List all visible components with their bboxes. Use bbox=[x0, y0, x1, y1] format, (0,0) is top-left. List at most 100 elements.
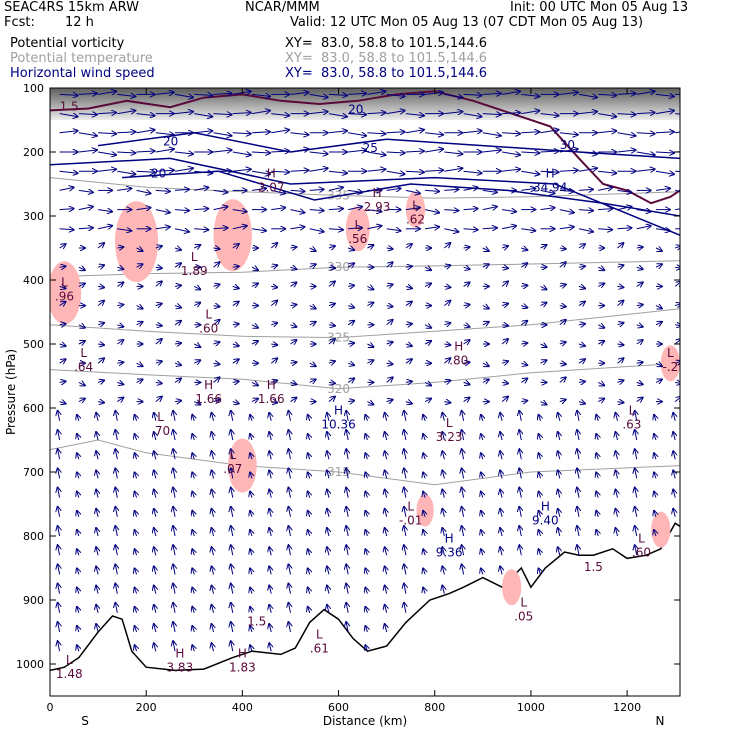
wind-vector bbox=[58, 545, 60, 556]
wind-vector bbox=[97, 358, 104, 363]
wind-vector bbox=[521, 171, 539, 174]
wind-vector bbox=[502, 133, 520, 134]
org-label: NCAR/MMM bbox=[245, 0, 320, 15]
wind-vector bbox=[463, 362, 470, 363]
wind-vector bbox=[270, 243, 277, 248]
y-tick-label: 900 bbox=[23, 594, 44, 607]
wind-vector bbox=[405, 130, 424, 133]
wind-vector bbox=[346, 488, 348, 498]
wind-vector bbox=[385, 509, 387, 517]
wind-vector bbox=[271, 208, 285, 210]
wind-vector bbox=[404, 411, 406, 421]
wind-vector bbox=[540, 286, 547, 289]
wind-vector bbox=[559, 133, 578, 135]
wind-vector bbox=[327, 528, 329, 537]
wind-vector bbox=[250, 568, 252, 575]
wind-vector bbox=[173, 641, 175, 652]
wind-vector bbox=[405, 171, 424, 172]
wind-vector bbox=[155, 325, 162, 326]
wind-vector bbox=[519, 507, 521, 517]
wind-vector bbox=[405, 151, 424, 152]
wind-vector bbox=[115, 526, 117, 537]
wind-vector bbox=[212, 566, 214, 575]
wind-vector bbox=[232, 324, 239, 325]
wind-vector bbox=[173, 449, 175, 460]
wind-vector bbox=[675, 382, 680, 383]
wind-vector bbox=[117, 267, 123, 269]
wind-vector bbox=[117, 362, 123, 363]
wind-vector bbox=[521, 363, 527, 365]
wind-vector bbox=[615, 432, 617, 441]
wind-vector bbox=[654, 453, 656, 460]
wind-vector bbox=[617, 93, 635, 94]
wind-vector bbox=[348, 248, 354, 250]
wind-vector bbox=[155, 210, 170, 213]
wind-vector bbox=[367, 152, 385, 155]
wind-vector bbox=[271, 402, 277, 403]
wind-vector bbox=[77, 453, 79, 460]
wind-vector bbox=[346, 430, 348, 441]
wind-vector bbox=[135, 645, 137, 652]
wind-vector bbox=[212, 432, 214, 441]
wind-vector bbox=[78, 133, 97, 136]
theta-contour bbox=[50, 308, 680, 339]
wind-vector bbox=[346, 507, 348, 517]
wind-vector bbox=[636, 282, 643, 286]
wind-vector bbox=[250, 472, 252, 479]
wind-vector bbox=[444, 380, 450, 382]
wind-vector bbox=[539, 511, 541, 517]
wind-vector bbox=[386, 132, 405, 133]
wind-vector bbox=[444, 323, 450, 325]
wind-vector bbox=[405, 244, 412, 248]
wind-vector bbox=[482, 190, 497, 192]
wind-vector bbox=[521, 285, 527, 286]
wind-vector bbox=[271, 151, 289, 152]
pv-region bbox=[502, 569, 522, 606]
extremum-value: 10.36 bbox=[321, 417, 355, 431]
wind-vector bbox=[155, 92, 174, 94]
wind-vector bbox=[290, 247, 296, 248]
wind-vector bbox=[675, 361, 680, 363]
wind-vector bbox=[442, 547, 444, 556]
wind-vector bbox=[251, 171, 270, 174]
wind-vector bbox=[675, 189, 680, 192]
wind-vector bbox=[444, 286, 450, 287]
y-tick-label: 700 bbox=[23, 466, 44, 479]
wind-vector bbox=[212, 547, 214, 556]
wind-vector bbox=[462, 526, 464, 537]
wind-vector bbox=[598, 187, 612, 190]
wind-vector bbox=[578, 152, 597, 154]
wind-vector bbox=[617, 358, 623, 363]
wind-vector bbox=[173, 564, 175, 575]
wind-vector bbox=[327, 470, 329, 479]
pv-region bbox=[213, 199, 252, 272]
wind-vector bbox=[654, 530, 656, 537]
wind-vector bbox=[348, 114, 366, 115]
wind-vector bbox=[367, 169, 385, 171]
wind-vector bbox=[655, 248, 662, 251]
wind-vector bbox=[96, 528, 98, 537]
wind-vector bbox=[578, 189, 593, 190]
wind-vector bbox=[577, 449, 579, 460]
wind-vector bbox=[77, 568, 79, 575]
wind-vector bbox=[288, 430, 290, 441]
extremum-value: 1.66 bbox=[195, 392, 222, 406]
wind-vector bbox=[115, 603, 117, 613]
wind-vector bbox=[675, 304, 680, 306]
wind-vector bbox=[636, 226, 651, 229]
wind-vector bbox=[271, 344, 277, 345]
wind-vector bbox=[442, 509, 444, 517]
wind-vector bbox=[328, 304, 335, 306]
wind-vector bbox=[578, 266, 585, 267]
wind-vector bbox=[405, 381, 412, 382]
wind-vector bbox=[367, 226, 381, 229]
wind-vector bbox=[598, 341, 604, 344]
wind-vector bbox=[328, 382, 335, 383]
wind-vector bbox=[577, 507, 579, 517]
wind-vector bbox=[348, 207, 362, 210]
wind-vector bbox=[540, 208, 555, 210]
wind-vector bbox=[617, 150, 635, 152]
wind-vector bbox=[269, 490, 271, 498]
wind-vector bbox=[308, 472, 310, 479]
wind-vector bbox=[59, 187, 74, 190]
